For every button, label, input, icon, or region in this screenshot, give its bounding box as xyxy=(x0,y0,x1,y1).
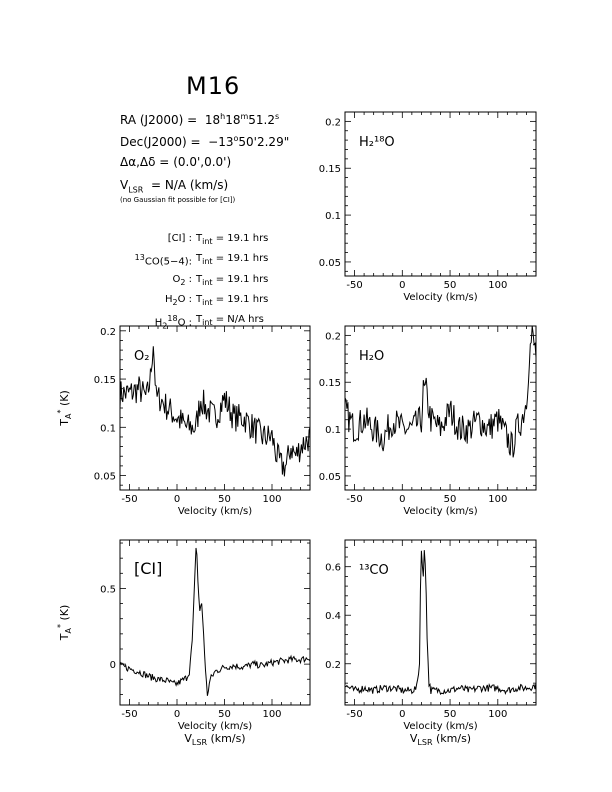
y-tick-label: 0.15 xyxy=(319,378,341,389)
x-axis-label: Velocity (km/s) xyxy=(178,721,252,732)
y-tick-label: 0 xyxy=(110,660,116,671)
integration-line-name: O xyxy=(172,274,181,285)
integration-line-name: [CI] : xyxy=(167,233,192,244)
spectrum-line-13co xyxy=(344,550,537,696)
offset-line: Δα,Δδ = (0.0',0.0') xyxy=(120,155,231,169)
y-tick-label: 0.1 xyxy=(100,423,116,434)
integration-row: 13CO(5−4): xyxy=(134,253,192,268)
x-axis-label: Velocity (km/s) xyxy=(403,721,477,732)
vlsr-label: V xyxy=(120,178,129,192)
x-tick-label: -50 xyxy=(346,280,362,291)
x-tick-label: 50 xyxy=(218,494,231,505)
x-tick-label: 100 xyxy=(488,494,507,505)
x-axis-label: Velocity (km/s) xyxy=(403,292,477,303)
integration-value: Tint = N/A hrs xyxy=(196,314,264,327)
x-tick-label: 0 xyxy=(399,709,405,720)
x-tick-label: 0 xyxy=(399,280,405,291)
x-tick-label: 50 xyxy=(218,709,231,720)
integration-line-name: CO(5−4): xyxy=(144,256,192,268)
y-axis-label: TA* (K) xyxy=(56,390,73,427)
ra-minutes: 18 xyxy=(225,113,241,127)
ra-line: RA (J2000) = 18h18m51.2s xyxy=(120,112,280,127)
x-tick-label: 50 xyxy=(444,494,457,505)
y-tick-label: 0.15 xyxy=(94,375,116,386)
integration-line-name: H xyxy=(164,294,173,305)
ra-hours: 18 xyxy=(204,113,221,127)
x-tick-label: -50 xyxy=(121,709,137,720)
integration-value: Tint = 19.1 hrs xyxy=(196,253,269,266)
y-tick-label: 0.5 xyxy=(100,584,116,595)
integration-value: Tint = 19.1 hrs xyxy=(196,294,269,307)
panel-label-h218o: H₂¹⁸O xyxy=(359,135,395,150)
x-tick-label: 100 xyxy=(262,709,281,720)
integration-row: [CI] : xyxy=(168,233,192,244)
x-tick-label: -50 xyxy=(121,494,137,505)
x-axis-label: Velocity (km/s) xyxy=(178,506,252,517)
x-tick-label: 100 xyxy=(488,280,507,291)
y-tick-label: 0.1 xyxy=(325,211,341,222)
vlsr-sub: LSR xyxy=(128,185,144,195)
integration-value: Tint = 19.1 hrs xyxy=(196,274,269,287)
x-tick-label: 50 xyxy=(444,709,457,720)
integration-line-name: H xyxy=(154,317,163,329)
y-axis-label: TA* (K) xyxy=(56,605,73,642)
x-axis-label: Velocity (km/s) xyxy=(403,506,477,517)
x-tick-label: -50 xyxy=(346,709,362,720)
y-tick-label: 0.05 xyxy=(319,472,341,483)
vlsr-value: = N/A (km/s) xyxy=(150,178,229,192)
integration-value: Tint = 19.1 hrs xyxy=(196,233,269,246)
y-tick-label: 0.05 xyxy=(319,258,341,269)
dec-degrees: −13 xyxy=(208,135,234,149)
spectrum-line-ci xyxy=(119,547,311,696)
panel-label-h2o: H₂O xyxy=(359,349,384,364)
y-tick-label: 0.6 xyxy=(325,563,341,574)
x-tick-label: 0 xyxy=(174,709,180,720)
integration-row: H2O : xyxy=(164,294,192,307)
ra-seconds: 51.2 xyxy=(248,113,275,127)
dec-seconds: 2.29" xyxy=(256,135,290,149)
offset-value: (0.0',0.0') xyxy=(173,155,232,169)
panel-label-ci: [CI] xyxy=(134,559,162,578)
x-tick-label: 0 xyxy=(399,494,405,505)
panel-label-13co: ¹³CO xyxy=(359,563,389,578)
x-tick-label: 50 xyxy=(444,280,457,291)
fit-note: (no Gaussian fit possible for [CI]) xyxy=(120,196,236,204)
ra-label: RA (J2000) = xyxy=(120,113,198,127)
offset-label: Δα,Δδ = xyxy=(120,155,170,169)
x-axis-label-vlsr: VLSR (km/s) xyxy=(410,732,471,747)
y-tick-label: 0.2 xyxy=(325,117,341,128)
y-tick-label: 0.05 xyxy=(94,472,116,483)
y-tick-label: 0.2 xyxy=(100,327,116,338)
y-tick-label: 0.4 xyxy=(325,611,341,622)
x-tick-label: 100 xyxy=(262,494,281,505)
dec-label: Dec(J2000) = xyxy=(120,135,201,149)
x-axis-label-vlsr: VLSR (km/s) xyxy=(184,732,245,747)
y-tick-label: 0.2 xyxy=(325,660,341,671)
y-tick-label: 0.2 xyxy=(325,331,341,342)
x-tick-label: 0 xyxy=(174,494,180,505)
integration-row: O2 : xyxy=(172,274,192,287)
spectrum-line-h2o xyxy=(344,326,537,458)
x-tick-label: -50 xyxy=(346,494,362,505)
spectrum-line-o2 xyxy=(119,346,311,477)
y-tick-label: 0.15 xyxy=(319,164,341,175)
source-title: M16 xyxy=(186,72,241,100)
panel-label-o2: O₂ xyxy=(134,349,149,364)
x-tick-label: 100 xyxy=(488,709,507,720)
vlsr-line: VLSR = N/A (km/s) xyxy=(120,178,228,194)
y-tick-label: 0.1 xyxy=(325,425,341,436)
dec-line: Dec(J2000) = −13o50'2.29" xyxy=(120,134,290,149)
dec-minutes: 50' xyxy=(238,135,257,149)
